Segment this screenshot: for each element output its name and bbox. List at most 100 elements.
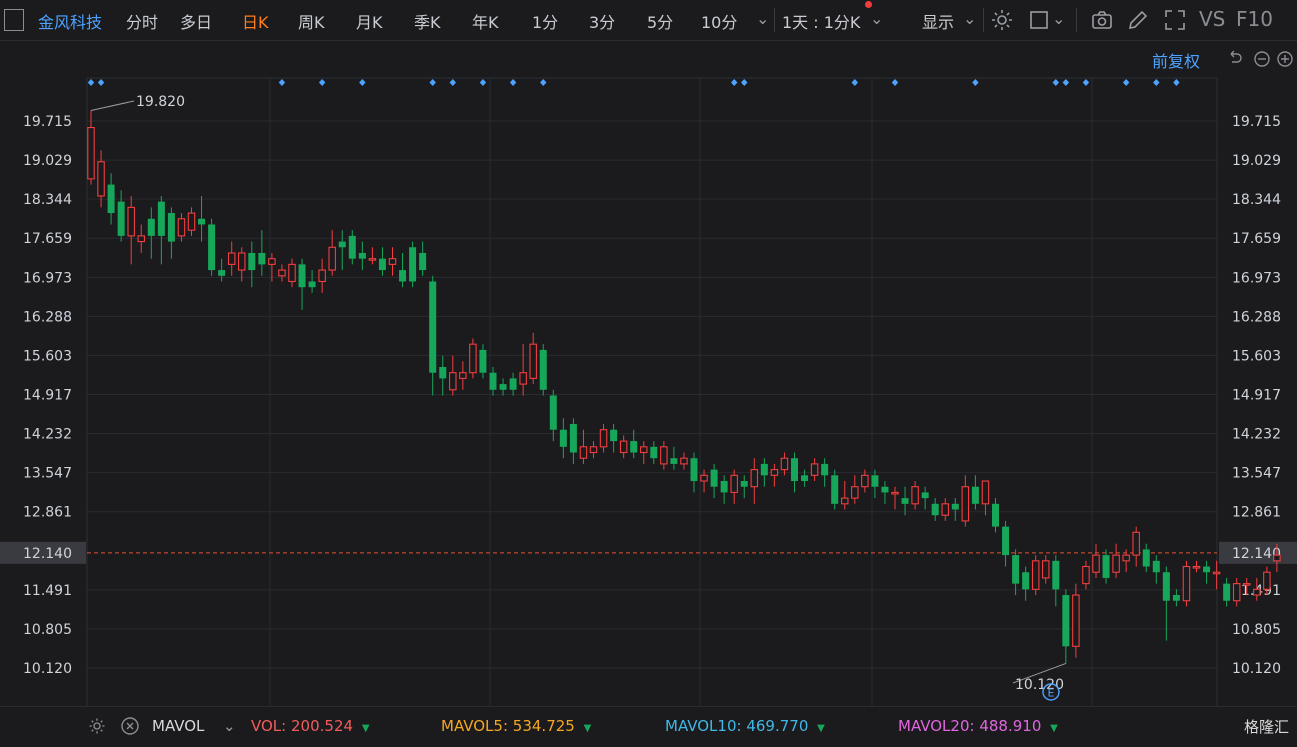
event-marker-diamond (429, 79, 436, 86)
candle-body (489, 372, 497, 390)
candle-body (298, 264, 306, 288)
stock-name[interactable]: 金风科技 (38, 13, 103, 32)
y-tick-label-right: 19.029 (1232, 153, 1281, 169)
vs-compare-button[interactable]: VS (1199, 7, 1226, 31)
tab-monthly-k[interactable]: 月K (356, 13, 383, 32)
event-marker-diamond (731, 79, 738, 86)
candle-body (459, 372, 467, 379)
tab-intraday[interactable]: 分时 (126, 13, 159, 32)
tab-1min[interactable]: 1分 (532, 13, 559, 32)
close-icon[interactable] (121, 717, 139, 735)
candle-body (1072, 594, 1080, 647)
tab-5min[interactable]: 5分 (647, 13, 674, 32)
camera-icon[interactable] (1090, 8, 1114, 32)
event-marker-diamond (891, 79, 899, 86)
divider (983, 8, 984, 32)
candle-body (429, 281, 437, 373)
zoom-in-icon[interactable] (1276, 50, 1294, 68)
candle-body (127, 206, 135, 237)
candle-body (278, 269, 286, 277)
mavol10-value: 469.770 (746, 717, 809, 735)
candle-body (308, 281, 316, 288)
y-tick-label-right: 10.805 (1232, 622, 1281, 638)
candlestick-chart[interactable]: 19.715 19.029 18.344 17.659 16.973 16.288 15.6… (0, 40, 1297, 706)
event-marker-diamond (278, 79, 286, 86)
candle-body (931, 503, 939, 516)
tab-quarterly-k[interactable]: 季K (414, 13, 441, 32)
candle-body (1152, 560, 1160, 573)
chart-style-icon[interactable] (1028, 8, 1052, 32)
event-e-label: E (1048, 687, 1055, 700)
chevron-down-icon[interactable]: ⌄ (870, 9, 884, 28)
vol-readout: VOL: 200.524 ▼ (251, 717, 370, 735)
candle-body (1062, 595, 1070, 647)
chevron-down-icon[interactable]: ⌄ (1052, 9, 1066, 28)
candle-body (750, 469, 759, 488)
low-label: 10.120 (1015, 677, 1064, 693)
zoom-out-icon[interactable] (1253, 50, 1271, 68)
tab-3min[interactable]: 3分 (589, 13, 616, 32)
candle-body (409, 247, 417, 282)
candle-body (881, 486, 889, 493)
candle-body (1263, 571, 1271, 590)
divider (1076, 8, 1077, 32)
tab-yearly-k[interactable]: 年K (472, 13, 499, 32)
y-tick-label-left: 10.805 (23, 622, 72, 638)
candle-body (961, 486, 970, 522)
mavol20-label: MAVOL20: (898, 717, 975, 735)
candle-body (399, 270, 407, 282)
period-select[interactable]: 1天 : 1分K (782, 13, 861, 32)
candle-body (1022, 572, 1030, 590)
adjust-mode[interactable]: 前复权 (1152, 52, 1201, 71)
candle-body (760, 463, 768, 476)
candle-body (378, 258, 386, 271)
y-axis-left: 19.715 19.029 18.344 17.659 16.973 16.288 15.6… (0, 114, 86, 677)
candle-body (1253, 588, 1261, 596)
tab-weekly-k[interactable]: 周K (298, 13, 325, 32)
y-tick-label-left: 14.232 (23, 427, 72, 443)
f10-button[interactable]: F10 (1236, 7, 1273, 31)
tab-daily-k[interactable]: 日K (242, 13, 269, 32)
mavol20-readout: MAVOL20: 488.910 ▼ (898, 717, 1058, 735)
display-menu[interactable]: 显示 (922, 13, 955, 32)
candle-body (971, 486, 979, 504)
undo-icon[interactable] (1226, 50, 1244, 68)
pen-icon[interactable] (1126, 8, 1150, 32)
event-marker-diamond (479, 79, 487, 86)
candle-body (720, 481, 728, 493)
chevron-down-icon[interactable]: ⌄ (223, 717, 236, 735)
candle-body (288, 263, 296, 283)
candle-body (569, 424, 577, 453)
y-tick-label-left: 13.547 (23, 466, 72, 482)
sidebar-toggle-icon[interactable] (4, 9, 24, 31)
divider (774, 8, 775, 32)
candle-body (791, 458, 798, 482)
down-triangle-icon: ▼ (361, 723, 370, 734)
y-tick-label-right: 16.973 (1232, 270, 1281, 286)
tab-multiday[interactable]: 多日 (180, 13, 213, 32)
candle-body (680, 457, 688, 465)
candle-body (840, 497, 849, 505)
y-tick-label-left: 16.288 (23, 309, 72, 325)
chevron-down-icon[interactable]: ⌄ (756, 9, 770, 28)
y-tick-label-right: 10.120 (1232, 661, 1281, 677)
current-price-tag-left (0, 541, 86, 564)
gear-icon[interactable] (990, 8, 1014, 32)
event-marker-diamond (87, 79, 95, 86)
fullscreen-icon[interactable] (1163, 8, 1187, 32)
chevron-down-icon[interactable]: ⌄ (963, 9, 977, 28)
candle-body (1182, 565, 1191, 602)
candle-body (700, 474, 708, 482)
gear-icon[interactable] (88, 717, 106, 735)
indicator-name[interactable]: MAVOL (152, 717, 205, 735)
chart-svg[interactable]: 19.715 19.029 18.344 17.659 16.973 16.288 15.6… (0, 40, 1297, 706)
vol-value: 200.524 (291, 717, 354, 735)
high-pointer (90, 100, 135, 111)
event-marker-diamond (540, 79, 547, 86)
candle-body (449, 372, 457, 391)
event-marker-diamond (851, 79, 858, 86)
event-marker-diamond (1153, 79, 1160, 86)
candle-body (861, 474, 869, 488)
candle-body (1203, 566, 1211, 573)
tab-10min[interactable]: 10分 (701, 13, 738, 32)
